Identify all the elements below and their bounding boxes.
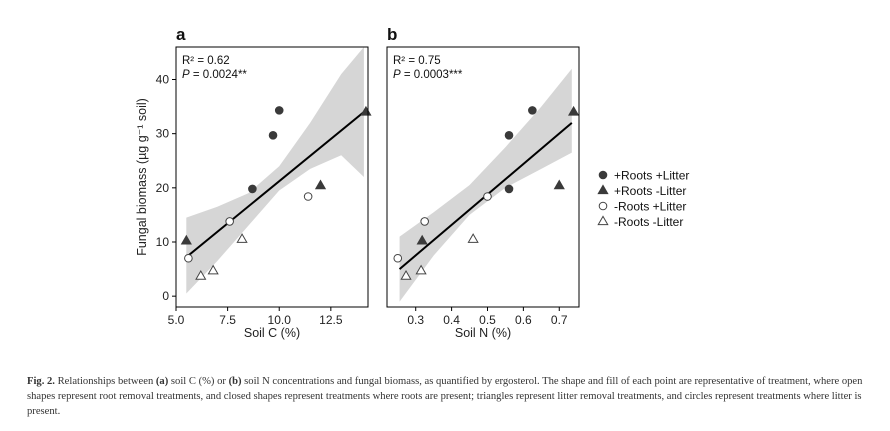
panel-a-ytick-label: 40 <box>156 73 170 87</box>
panel-a-regression-line <box>185 111 365 258</box>
panel-a-ci-band <box>186 47 364 294</box>
panel-a-point-12 <box>236 233 248 243</box>
panel-a-point-1 <box>268 130 278 140</box>
panel-b: b 0.3 0.4 0.5 0.6 0.7 R² = 0.75 P = 0.0003**… <box>386 25 580 340</box>
panel-b-point-4 <box>416 234 428 245</box>
panel-b-point-6 <box>568 105 580 116</box>
panel-a-y-label: Fungal biomass (µg g⁻¹ soil) <box>135 98 149 256</box>
panel-b-r2: R² = 0.75 <box>393 55 441 67</box>
panel-b-xtick-label: 0.5 <box>479 313 496 327</box>
caption-b-ref: (b) <box>228 376 242 387</box>
legend-label-2: +Roots -Litter <box>614 184 686 198</box>
panel-a-p-label: P <box>182 69 190 81</box>
panel-b-p-number: = 0.0003*** <box>401 69 463 81</box>
legend-marker-4 <box>597 215 609 226</box>
panel-b-point-12 <box>467 233 479 243</box>
caption-text-3: soil N concentrations and fungal biomass… <box>27 376 863 417</box>
panel-a-xtick-label: 7.5 <box>219 313 236 327</box>
legend-label-3: -Roots +Litter <box>614 200 686 214</box>
legend-marker-2 <box>597 184 609 195</box>
panel-a-frame <box>175 46 369 308</box>
caption-a-ref: (a) <box>155 376 169 387</box>
panel-b-xtick-label: 0.3 <box>407 313 424 327</box>
panel-a-point-5 <box>314 179 327 190</box>
panel-b-p-value: P = 0.0003*** <box>393 69 463 81</box>
panel-a: a 0 10 20 30 40 5.0 7.5 10.0 12.5 R² = 0.62 P =… <box>135 25 372 340</box>
panel-a-p-number: = 0.0024** <box>190 69 248 81</box>
panel-a-ytick-label: 30 <box>156 127 170 141</box>
panel-b-point-5 <box>553 179 565 190</box>
panel-b-x-ticks: 0.3 0.4 0.5 0.6 0.7 <box>407 307 568 327</box>
caption-text-1: Relationships between <box>54 376 156 387</box>
panel-a-r2: R² = 0.62 <box>182 55 230 67</box>
legend-label-1: +Roots +Litter <box>614 169 689 183</box>
panel-a-x-ticks: 5.0 7.5 10.0 12.5 <box>168 307 343 327</box>
legend-marker-1 <box>598 170 608 180</box>
panel-a-points <box>180 105 372 280</box>
panel-b-p-label: P <box>393 69 401 81</box>
figure-2: a 0 10 20 30 40 5.0 7.5 10.0 12.5 R² = 0.62 P =… <box>135 25 689 340</box>
panel-a-ytick-label: 0 <box>162 289 169 303</box>
panel-a-ytick-label: 20 <box>156 181 170 195</box>
panel-b-point-10 <box>400 269 412 280</box>
panel-a-letter: a <box>176 25 186 44</box>
panel-a-y-ticks: 0 10 20 30 40 <box>156 73 176 303</box>
panel-a-xtick-label: 12.5 <box>319 313 343 327</box>
panel-a-x-label: Soil C (%) <box>244 326 300 340</box>
panel-a-xtick-label: 5.0 <box>168 313 185 327</box>
legend-marker-3 <box>598 201 608 211</box>
panel-a-point-10 <box>195 269 207 280</box>
panel-a-point-4 <box>180 234 192 245</box>
panel-a-point-8 <box>225 217 234 226</box>
panel-b-points <box>393 105 580 280</box>
panel-a-xtick-label: 10.0 <box>268 313 292 327</box>
caption-text-2: soil C (%) or <box>168 376 229 387</box>
panel-b-point-7 <box>393 253 403 263</box>
panel-a-point-3 <box>248 184 257 194</box>
panel-b-point-11 <box>415 264 427 275</box>
panel-b-ci-band <box>399 68 572 302</box>
panel-b-point-8 <box>420 217 429 226</box>
panel-a-point-2 <box>274 106 284 115</box>
panel-b-x-label: Soil N (%) <box>455 326 511 340</box>
caption-fig-label: Fig. 2. <box>27 376 55 387</box>
panel-b-letter: b <box>387 25 397 44</box>
panel-b-xtick-label: 0.7 <box>551 313 568 327</box>
panel-b-point-9 <box>483 192 492 201</box>
panel-b-point-2 <box>528 106 537 115</box>
panel-a-point-9 <box>303 192 313 201</box>
panel-b-xtick-label: 0.6 <box>515 313 532 327</box>
legend: +Roots +Litter+Roots -Litter -Roots +Litt… <box>597 169 689 229</box>
panel-b-point-3 <box>504 184 514 194</box>
panel-a-point-7 <box>184 253 193 263</box>
panel-a-point-11 <box>207 264 219 275</box>
panel-b-point-1 <box>504 130 514 140</box>
panel-b-xtick-label: 0.4 <box>443 313 460 327</box>
figure-caption: Fig. 2. Relationships between (a) soil C… <box>27 374 867 419</box>
legend-label-4: -Roots -Litter <box>614 215 683 229</box>
panel-b-frame <box>386 46 580 308</box>
panel-a-p-value: P = 0.0024** <box>182 69 247 81</box>
panel-a-ytick-label: 10 <box>156 235 170 249</box>
